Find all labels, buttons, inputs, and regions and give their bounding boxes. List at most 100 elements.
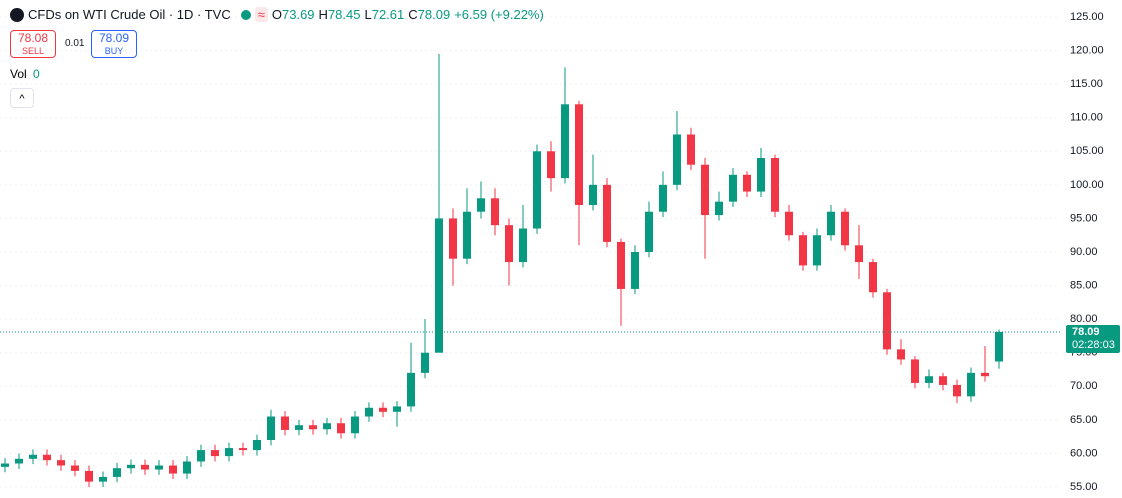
- candle-body: [253, 440, 261, 451]
- candle-body: [715, 201, 723, 216]
- candle-body: [995, 331, 1003, 362]
- candle-body: [855, 245, 863, 263]
- candle-body: [841, 211, 849, 246]
- candle-body: [127, 464, 135, 469]
- y-tick-label: 125.00: [1070, 11, 1104, 23]
- y-tick-label: 85.00: [1070, 279, 1098, 291]
- y-tick-label: 115.00: [1070, 78, 1103, 90]
- candle-body: [491, 198, 499, 226]
- candle-body: [393, 406, 401, 412]
- candle-body: [771, 158, 779, 212]
- candle-body: [15, 458, 23, 464]
- candle-body: [561, 104, 569, 179]
- candle-body: [673, 134, 681, 185]
- candle-body: [575, 104, 583, 205]
- candle-body: [659, 184, 667, 212]
- y-tick-label: 55.00: [1070, 481, 1098, 493]
- candle-body: [981, 372, 989, 377]
- buy-price: 78.09: [98, 31, 130, 45]
- legend: CFDs on WTI Crude Oil · 1D · TVC ≈ O 73.6…: [10, 7, 544, 22]
- open-value: 73.69: [282, 7, 315, 22]
- candle-body: [519, 228, 527, 263]
- candle-body: [85, 470, 93, 482]
- candle-body: [379, 407, 387, 412]
- candle-body: [57, 460, 65, 466]
- candle-body: [29, 454, 37, 459]
- low-value: 72.61: [371, 7, 405, 22]
- candle-body: [869, 262, 877, 293]
- buy-button[interactable]: 78.09 BUY: [91, 30, 137, 58]
- candle-body: [631, 252, 639, 289]
- candle-body: [365, 407, 373, 417]
- candle-body: [827, 211, 835, 236]
- high-value: 78.45: [327, 7, 361, 22]
- candle-body: [967, 372, 975, 397]
- close-label: C: [408, 7, 418, 22]
- candle-body: [295, 425, 303, 430]
- y-tick-label: 110.00: [1070, 112, 1103, 124]
- candle-body: [883, 292, 891, 350]
- sell-price: 78.08: [17, 31, 49, 45]
- candle-body: [897, 349, 905, 360]
- buy-label: BUY: [104, 46, 124, 56]
- y-tick-label: 120.00: [1070, 44, 1104, 56]
- price-tag: [1066, 324, 1120, 353]
- y-tick-label: 90.00: [1070, 246, 1098, 258]
- close-value: 78.09: [417, 7, 451, 22]
- candle-body: [407, 372, 415, 407]
- candle-body: [463, 211, 471, 259]
- candle-body: [267, 416, 275, 440]
- candle-body: [155, 465, 163, 470]
- candle-body: [421, 352, 429, 373]
- candle-body: [953, 384, 961, 397]
- volume-legend: Vol 0: [10, 67, 40, 81]
- y-tick-label: 105.00: [1070, 145, 1104, 157]
- y-tick-label: 80.00: [1070, 313, 1098, 325]
- y-tick-label: 60.00: [1070, 447, 1098, 459]
- candle-body: [911, 359, 919, 383]
- candle-body: [197, 450, 205, 462]
- candle-body: [813, 235, 821, 266]
- candle-body: [169, 465, 177, 474]
- candle-body: [351, 416, 359, 434]
- candle-body: [603, 184, 611, 242]
- y-tick-label: 70.00: [1070, 380, 1098, 392]
- candle-body: [281, 416, 289, 430]
- candle-body: [743, 174, 751, 192]
- candle-body: [533, 151, 541, 229]
- candle-body: [225, 448, 233, 457]
- change: +6.59 (+9.22%): [454, 7, 544, 22]
- y-tick-label: 95.00: [1070, 212, 1098, 224]
- symbol[interactable]: CFDs on WTI Crude Oil · 1D · TVC: [28, 7, 231, 22]
- candle-body: [645, 211, 653, 252]
- candle-body: [687, 134, 695, 165]
- candle-body: [505, 225, 513, 263]
- sell-button[interactable]: 78.08 SELL: [10, 30, 56, 58]
- y-tick-label: 65.00: [1070, 414, 1098, 426]
- candle-body: [939, 376, 947, 385]
- candle-body: [925, 376, 933, 383]
- candle-body: [43, 454, 51, 461]
- candle-body: [99, 476, 107, 482]
- collapse-button[interactable]: ^: [10, 88, 34, 108]
- open-label: O: [271, 7, 282, 22]
- high-label: H: [318, 7, 328, 22]
- candle-body: [477, 198, 485, 212]
- candle-body: [589, 184, 597, 205]
- candle-body: [337, 423, 345, 434]
- candle-body: [113, 468, 121, 477]
- vol-label: Vol: [10, 67, 27, 81]
- candle-body: [211, 450, 219, 457]
- candle-body: [435, 218, 443, 353]
- candle-body: [785, 211, 793, 236]
- candle-body: [323, 423, 331, 430]
- spread: 0.01: [65, 38, 85, 49]
- low-label: L: [364, 7, 372, 22]
- candle-body: [1, 463, 9, 467]
- status-icon: ≈: [254, 7, 268, 22]
- candle-body: [141, 464, 149, 470]
- price-tag-value: 78.09: [1072, 326, 1100, 338]
- candle-body: [617, 241, 625, 289]
